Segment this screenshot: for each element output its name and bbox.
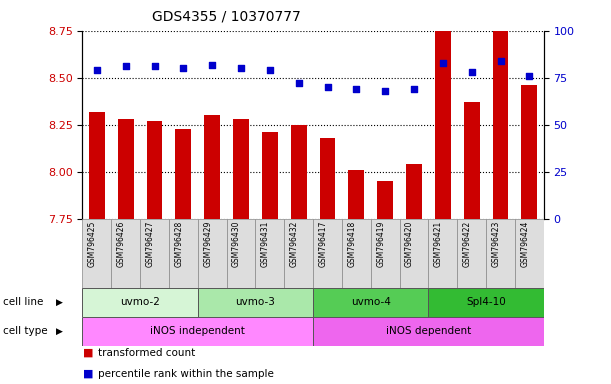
Bar	[198, 288, 313, 317]
Bar	[313, 288, 428, 317]
Text: GSM796418: GSM796418	[348, 221, 356, 267]
Bar	[233, 119, 249, 384]
Point	[380, 88, 390, 94]
Point	[438, 60, 448, 66]
Text: GSM796421: GSM796421	[434, 221, 443, 267]
Text: ▶: ▶	[56, 298, 64, 307]
Text: cell line: cell line	[3, 297, 43, 308]
Bar	[82, 288, 198, 317]
Text: Spl4-10: Spl4-10	[466, 297, 506, 308]
Bar	[515, 219, 544, 288]
Bar	[348, 170, 364, 384]
Point	[409, 86, 419, 92]
Bar	[262, 132, 278, 384]
Text: uvmo-4: uvmo-4	[351, 297, 391, 308]
Point	[524, 73, 534, 79]
Point	[351, 86, 361, 92]
Bar	[82, 317, 313, 346]
Bar	[342, 219, 371, 288]
Text: GDS4355 / 10370777: GDS4355 / 10370777	[152, 10, 301, 23]
Bar	[175, 129, 191, 384]
Text: GSM796428: GSM796428	[174, 221, 183, 267]
Text: GSM796429: GSM796429	[203, 221, 212, 267]
Bar	[313, 317, 544, 346]
Bar	[169, 219, 198, 288]
Text: GSM796427: GSM796427	[145, 221, 155, 267]
Bar	[147, 121, 163, 384]
Bar	[291, 125, 307, 384]
Bar	[371, 219, 400, 288]
Bar	[464, 102, 480, 384]
Bar	[255, 219, 284, 288]
Text: iNOS independent: iNOS independent	[150, 326, 245, 336]
Point	[467, 69, 477, 75]
Point	[323, 84, 332, 90]
Text: GSM796430: GSM796430	[232, 221, 241, 267]
Bar	[198, 219, 227, 288]
Point	[178, 65, 188, 71]
Text: GSM796432: GSM796432	[290, 221, 299, 267]
Bar	[428, 219, 457, 288]
Text: GSM796420: GSM796420	[405, 221, 414, 267]
Bar	[227, 219, 255, 288]
Point	[121, 63, 131, 70]
Text: ■: ■	[82, 348, 93, 358]
Text: iNOS dependent: iNOS dependent	[386, 326, 471, 336]
Bar	[457, 219, 486, 288]
Bar	[204, 116, 220, 384]
Point	[207, 61, 217, 68]
Text: GSM796423: GSM796423	[491, 221, 500, 267]
Text: uvmo-2: uvmo-2	[120, 297, 160, 308]
Bar	[140, 219, 169, 288]
Point	[294, 80, 304, 86]
Point	[92, 67, 102, 73]
Text: GSM796422: GSM796422	[463, 221, 472, 267]
Bar	[118, 119, 134, 384]
Text: percentile rank within the sample: percentile rank within the sample	[98, 369, 274, 379]
Text: cell type: cell type	[3, 326, 48, 336]
Text: GSM796425: GSM796425	[88, 221, 97, 267]
Bar	[377, 181, 393, 384]
Bar	[492, 0, 508, 384]
Bar	[400, 219, 428, 288]
Bar	[406, 164, 422, 384]
Bar	[313, 219, 342, 288]
Text: uvmo-3: uvmo-3	[235, 297, 276, 308]
Bar	[82, 219, 111, 288]
Text: ▶: ▶	[56, 327, 64, 336]
Text: GSM796431: GSM796431	[261, 221, 270, 267]
Text: transformed count: transformed count	[98, 348, 195, 358]
Bar	[435, 12, 451, 384]
Point	[150, 63, 159, 70]
Text: GSM796419: GSM796419	[376, 221, 385, 267]
Text: GSM796424: GSM796424	[521, 221, 529, 267]
Point	[265, 67, 275, 73]
Bar	[320, 138, 335, 384]
Bar	[89, 112, 105, 384]
Point	[496, 58, 505, 64]
Text: ■: ■	[82, 369, 93, 379]
Bar	[486, 219, 515, 288]
Bar	[284, 219, 313, 288]
Bar	[521, 85, 537, 384]
Bar	[111, 219, 140, 288]
Point	[236, 65, 246, 71]
Text: GSM796426: GSM796426	[117, 221, 126, 267]
Bar	[428, 288, 544, 317]
Text: GSM796417: GSM796417	[318, 221, 327, 267]
